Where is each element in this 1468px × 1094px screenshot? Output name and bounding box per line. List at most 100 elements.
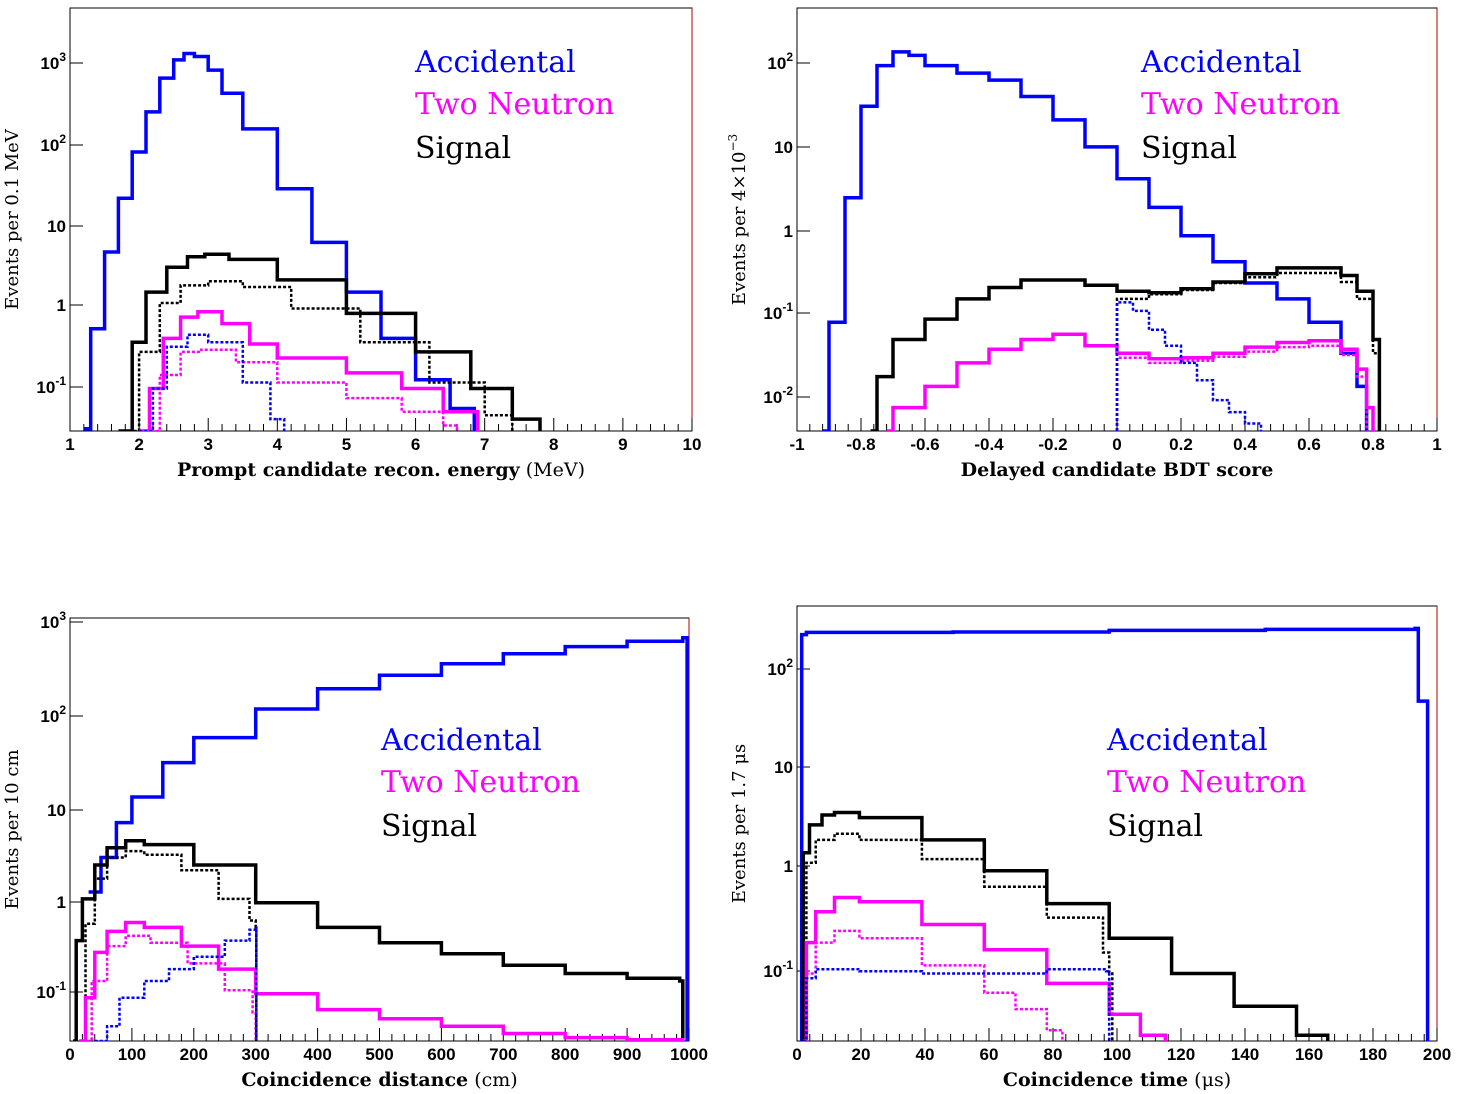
series-line-2 [801,810,1330,1041]
x-tick-label: 600 [427,1045,455,1064]
legend-entry: Accidental [380,723,542,758]
x-tick-label: 1 [1432,435,1441,454]
x-tick-label: 300 [242,1045,270,1064]
x-tick-label: 0.4 [1233,435,1257,454]
panel-4: 0 20 40 60 80 100 120 140 160 180 200 10-1 1 10 102 Coi… [729,605,1451,1091]
x-tick-label: 20 [852,1045,871,1064]
x-tick-label: 100 [118,1045,146,1064]
legend-entry: Accidental [1106,723,1268,758]
x-tick-label: -0.8 [846,435,875,454]
legend-entry: Signal [1107,809,1203,844]
y-tick-label: 10 [47,217,66,236]
series-line-5 [146,348,459,431]
x-tick-label: 0.6 [1297,435,1321,454]
panel-3: 0 100 200 300 400 500 600 700 800 900 1000 10-1 1 10 1… [2,609,708,1091]
x-tick-label: 1 [65,435,74,454]
y-tick-label: 1 [57,893,66,912]
y-axis-title: Events per 10 cm [2,749,23,909]
y-tick-label: 102 [767,50,793,73]
x-tick-label: 0 [1112,435,1121,454]
series-line-2 [870,266,1382,431]
x-tick-label: 120 [1167,1045,1195,1064]
y-tick-label: 1 [784,222,793,241]
x-tick-label: 900 [613,1045,641,1064]
y-tick-label: 10-1 [763,958,793,981]
legend-entry: Signal [1141,131,1237,166]
series-group [83,51,542,431]
legend-entry: Accidental [1140,45,1302,80]
series-group [799,626,1430,1041]
x-tick-label: 200 [180,1045,208,1064]
x-axis-title: Coincidence time (μs) [1003,1069,1231,1091]
y-tick-label: 10 [774,758,793,777]
x-tick-label: 2 [134,435,143,454]
legend-entry: Two Neutron [1107,765,1306,800]
series-line-6 [94,926,258,1041]
series-line-6 [803,967,1111,1041]
y-tick-label: 102 [40,132,66,155]
series-line-5 [803,929,1064,1041]
x-tick-label: 0 [792,1045,801,1064]
x-axis-title: Delayed candidate BDT score [961,459,1274,481]
series-line-4 [886,332,1375,431]
series-line-3 [803,832,1114,1041]
series-line-6 [1115,301,1263,431]
x-axis-title: Coincidence distance (cm) [241,1069,517,1091]
series-line-3 [128,279,514,431]
series-line-1 [88,635,689,1041]
series-group [73,635,689,1041]
legend-entry: Accidental [414,45,576,80]
series-line-6 [139,333,286,431]
series-line-2 [73,839,685,1041]
legend-entry: Two Neutron [381,765,580,800]
series-line-5 [1115,344,1368,431]
x-tick-label: 100 [1103,1045,1131,1064]
x-tick-label: -0.4 [974,435,1004,454]
x-tick-label: -0.6 [910,435,939,454]
series-line-1 [799,626,1430,1041]
x-tick-label: 60 [980,1045,999,1064]
legend-entry: Signal [381,809,477,844]
y-tick-label: 10-1 [763,300,793,323]
y-tick-label: 10 [774,138,793,157]
x-tick-label: 0.8 [1361,435,1385,454]
series-line-4 [803,895,1168,1041]
panel-2: -1 -0.8 -0.6 -0.4 -0.2 0 0.2 0.4 0.6 0.8 1 10-2 10-1… [726,7,1442,481]
x-axis-title: Prompt candidate recon. energy (MeV) [177,459,585,481]
x-tick-label: 7 [480,435,489,454]
y-axis-title: Events per 1.7 μs [729,744,750,904]
y-tick-label: 10-1 [36,979,66,1002]
x-tick-label: 200 [1423,1045,1451,1064]
x-tick-label: 400 [303,1045,331,1064]
y-tick-label: 103 [40,609,66,632]
x-tick-label: 5 [342,435,351,454]
x-tick-label: 160 [1295,1045,1323,1064]
legend-entry: Two Neutron [415,87,614,122]
x-tick-label: 3 [203,435,212,454]
series-line-4 [139,309,480,431]
legend-entry: Two Neutron [1141,87,1340,122]
x-tick-label: 500 [365,1045,393,1064]
x-tick-label: -0.2 [1038,435,1067,454]
x-tick-label: 9 [618,435,627,454]
x-tick-label: 6 [411,435,420,454]
y-tick-label: 10 [47,801,66,820]
x-tick-label: 10 [683,435,702,454]
y-tick-label: 103 [40,50,66,73]
x-tick-label: 700 [489,1045,517,1064]
x-tick-label: 140 [1231,1045,1259,1064]
x-tick-label: 8 [549,435,558,454]
series-group [822,50,1382,431]
x-tick-label: 180 [1359,1045,1387,1064]
x-tick-label: 4 [273,435,283,454]
series-line-1 [83,51,477,431]
x-tick-label: 40 [916,1045,935,1064]
y-axis-title: Events per 4×10−3 [726,134,750,305]
y-tick-label: 10-2 [763,384,793,407]
series-line-2 [118,252,542,431]
y-tick-label: 1 [57,296,66,315]
y-tick-label: 10-1 [36,374,66,397]
x-tick-label: 800 [551,1045,579,1064]
series-line-3 [79,849,258,1041]
